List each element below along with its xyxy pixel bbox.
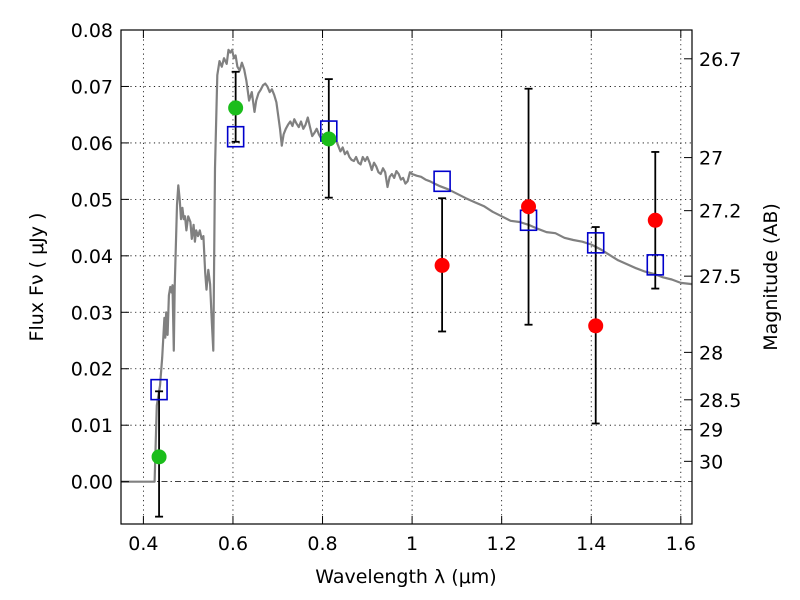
magnitude-tick-label: 27 xyxy=(699,148,723,170)
detection-point xyxy=(151,449,167,465)
model-sed-line xyxy=(121,48,692,483)
y-tick-label: 0.02 xyxy=(71,359,113,381)
y-tick-label: 0.07 xyxy=(71,76,113,98)
detection-point xyxy=(321,131,337,147)
y2-axis-label: Magnitude (AB) xyxy=(760,203,782,351)
magnitude-tick-label: 30 xyxy=(699,451,723,473)
magnitude-tick-label: 29 xyxy=(699,420,723,442)
y-tick-label: 0.05 xyxy=(71,189,113,211)
x-axis-label: Wavelength λ (μm) xyxy=(315,566,496,588)
x-tick-label: 1 xyxy=(406,533,418,555)
magnitude-tick-label: 28.5 xyxy=(699,390,741,412)
model-band-square xyxy=(226,125,245,148)
y-tick-label: 0.06 xyxy=(71,133,113,155)
photometry-point xyxy=(647,212,663,228)
photometry-point xyxy=(588,318,604,334)
x-tick-label: 1.2 xyxy=(487,533,517,555)
detection-point xyxy=(228,100,244,116)
x-tick-label: 1.4 xyxy=(576,533,606,555)
model-band-square xyxy=(586,232,605,254)
x-tick-label: 1.6 xyxy=(666,533,696,555)
x-tick-label: 0.8 xyxy=(307,533,337,555)
y-axis-flux: 0.00 0.01 0.02 0.03 0.04 0.05 0.06 0.07 0.08 xyxy=(71,20,129,494)
y-axis-label: Flux Fν ( μJy ) xyxy=(26,213,48,342)
y-tick-label: 0.01 xyxy=(71,415,113,437)
y-tick-label: 0.08 xyxy=(71,20,113,42)
y-axis-magnitude: 26.7 27 27.2 27.5 28 28.5 29 30 xyxy=(684,49,741,473)
photometry-point xyxy=(521,199,537,215)
plot-frame xyxy=(120,29,693,525)
x-tick-label: 0.4 xyxy=(128,533,158,555)
y-tick-label: 0.03 xyxy=(71,302,113,324)
model-band-square xyxy=(433,170,451,193)
magnitude-tick-label: 27.5 xyxy=(699,266,741,288)
y-tick-label: 0.04 xyxy=(71,246,113,268)
photometry-point xyxy=(434,257,450,273)
magnitude-tick-label: 26.7 xyxy=(699,49,741,71)
magnitude-tick-label: 28 xyxy=(699,342,723,364)
x-tick-label: 0.6 xyxy=(218,533,248,555)
data-markers xyxy=(150,100,665,465)
x-axis: 0.4 0.6 0.8 1 1.2 1.4 1.6 xyxy=(128,30,696,555)
magnitude-tick-label: 27.2 xyxy=(699,201,741,223)
y-tick-label: 0.00 xyxy=(71,472,113,494)
model-band-square xyxy=(646,254,665,276)
model-band-square xyxy=(150,378,168,401)
